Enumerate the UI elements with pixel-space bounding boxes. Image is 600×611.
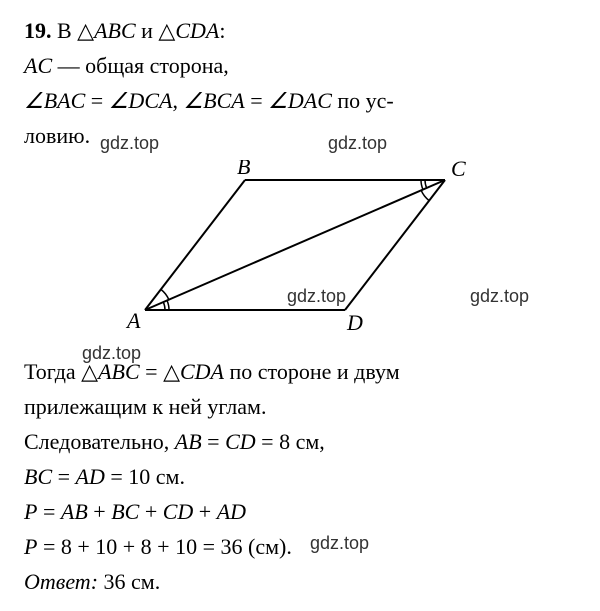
text: = bbox=[52, 464, 75, 489]
angle-dca: ∠DCA bbox=[109, 88, 173, 113]
text: , bbox=[172, 88, 183, 113]
triangle-cda: CDA bbox=[175, 18, 219, 43]
diagram-container: A B C D bbox=[24, 160, 576, 345]
side-ac: AC bbox=[24, 53, 52, 78]
text: В △ bbox=[57, 18, 94, 43]
text: = 8 + 10 + 8 + 10 = 36 (см). bbox=[37, 534, 291, 559]
text: по стороне и двум bbox=[224, 359, 400, 384]
text: + bbox=[193, 499, 216, 524]
text: — общая сторона, bbox=[52, 53, 229, 78]
side-cd-2: CD bbox=[163, 499, 194, 524]
text: = bbox=[245, 88, 268, 113]
answer-line: Ответ: 36 см. bbox=[24, 565, 576, 598]
text: + bbox=[88, 499, 111, 524]
line-3: ∠BAC = ∠DCA, ∠BCA = ∠DAC по ус- bbox=[24, 84, 576, 117]
angle-dac: ∠DAC bbox=[268, 88, 332, 113]
line-8: BC = AD = 10 см. bbox=[24, 460, 576, 493]
text: = 8 см, bbox=[256, 429, 325, 454]
problem-number: 19. bbox=[24, 18, 52, 43]
parallelogram-diagram: A B C D bbox=[115, 160, 485, 345]
line-9: P = AB + BC + CD + AD bbox=[24, 495, 576, 528]
line-4: ловию. bbox=[24, 119, 576, 152]
line-10: P = 8 + 10 + 8 + 10 = 36 (см). bbox=[24, 530, 576, 563]
perimeter-p: P bbox=[24, 499, 37, 524]
text: = △ bbox=[140, 359, 180, 384]
svg-text:A: A bbox=[125, 308, 141, 333]
text: Тогда △ bbox=[24, 359, 98, 384]
line-2: AC — общая сторона, bbox=[24, 49, 576, 82]
text: + bbox=[139, 499, 162, 524]
answer-value: 36 см. bbox=[98, 569, 160, 594]
side-ad: AD bbox=[76, 464, 105, 489]
text: и △ bbox=[136, 18, 176, 43]
svg-text:C: C bbox=[451, 160, 466, 181]
side-cd: CD bbox=[225, 429, 256, 454]
text: : bbox=[219, 18, 225, 43]
text: ловию. bbox=[24, 123, 90, 148]
side-bc-2: BC bbox=[111, 499, 139, 524]
line-5: Тогда △ABC = △CDA по стороне и двум bbox=[24, 355, 576, 388]
triangle-abc: ABC bbox=[94, 18, 136, 43]
text: = bbox=[202, 429, 225, 454]
side-bc: BC bbox=[24, 464, 52, 489]
triangle-cda-2: CDA bbox=[180, 359, 224, 384]
triangle-abc-2: ABC bbox=[98, 359, 140, 384]
svg-text:D: D bbox=[346, 310, 363, 335]
line-1: 19. В △ABC и △CDA: bbox=[24, 14, 576, 47]
text: Следовательно, bbox=[24, 429, 175, 454]
text: по ус- bbox=[332, 88, 394, 113]
text: = bbox=[85, 88, 108, 113]
line-7: Следовательно, AB = CD = 8 см, bbox=[24, 425, 576, 458]
angle-bca: ∠BCA bbox=[183, 88, 244, 113]
side-ab-2: AB bbox=[61, 499, 88, 524]
line-6: прилежащим к ней углам. bbox=[24, 390, 576, 423]
perimeter-p-2: P bbox=[24, 534, 37, 559]
text: прилежащим к ней углам. bbox=[24, 394, 266, 419]
angle-bac: ∠BAC bbox=[24, 88, 85, 113]
answer-label: Ответ: bbox=[24, 569, 98, 594]
text: = bbox=[37, 499, 60, 524]
text: = 10 см. bbox=[105, 464, 185, 489]
side-ad-2: AD bbox=[217, 499, 246, 524]
svg-text:B: B bbox=[237, 160, 250, 179]
side-ab: AB bbox=[175, 429, 202, 454]
